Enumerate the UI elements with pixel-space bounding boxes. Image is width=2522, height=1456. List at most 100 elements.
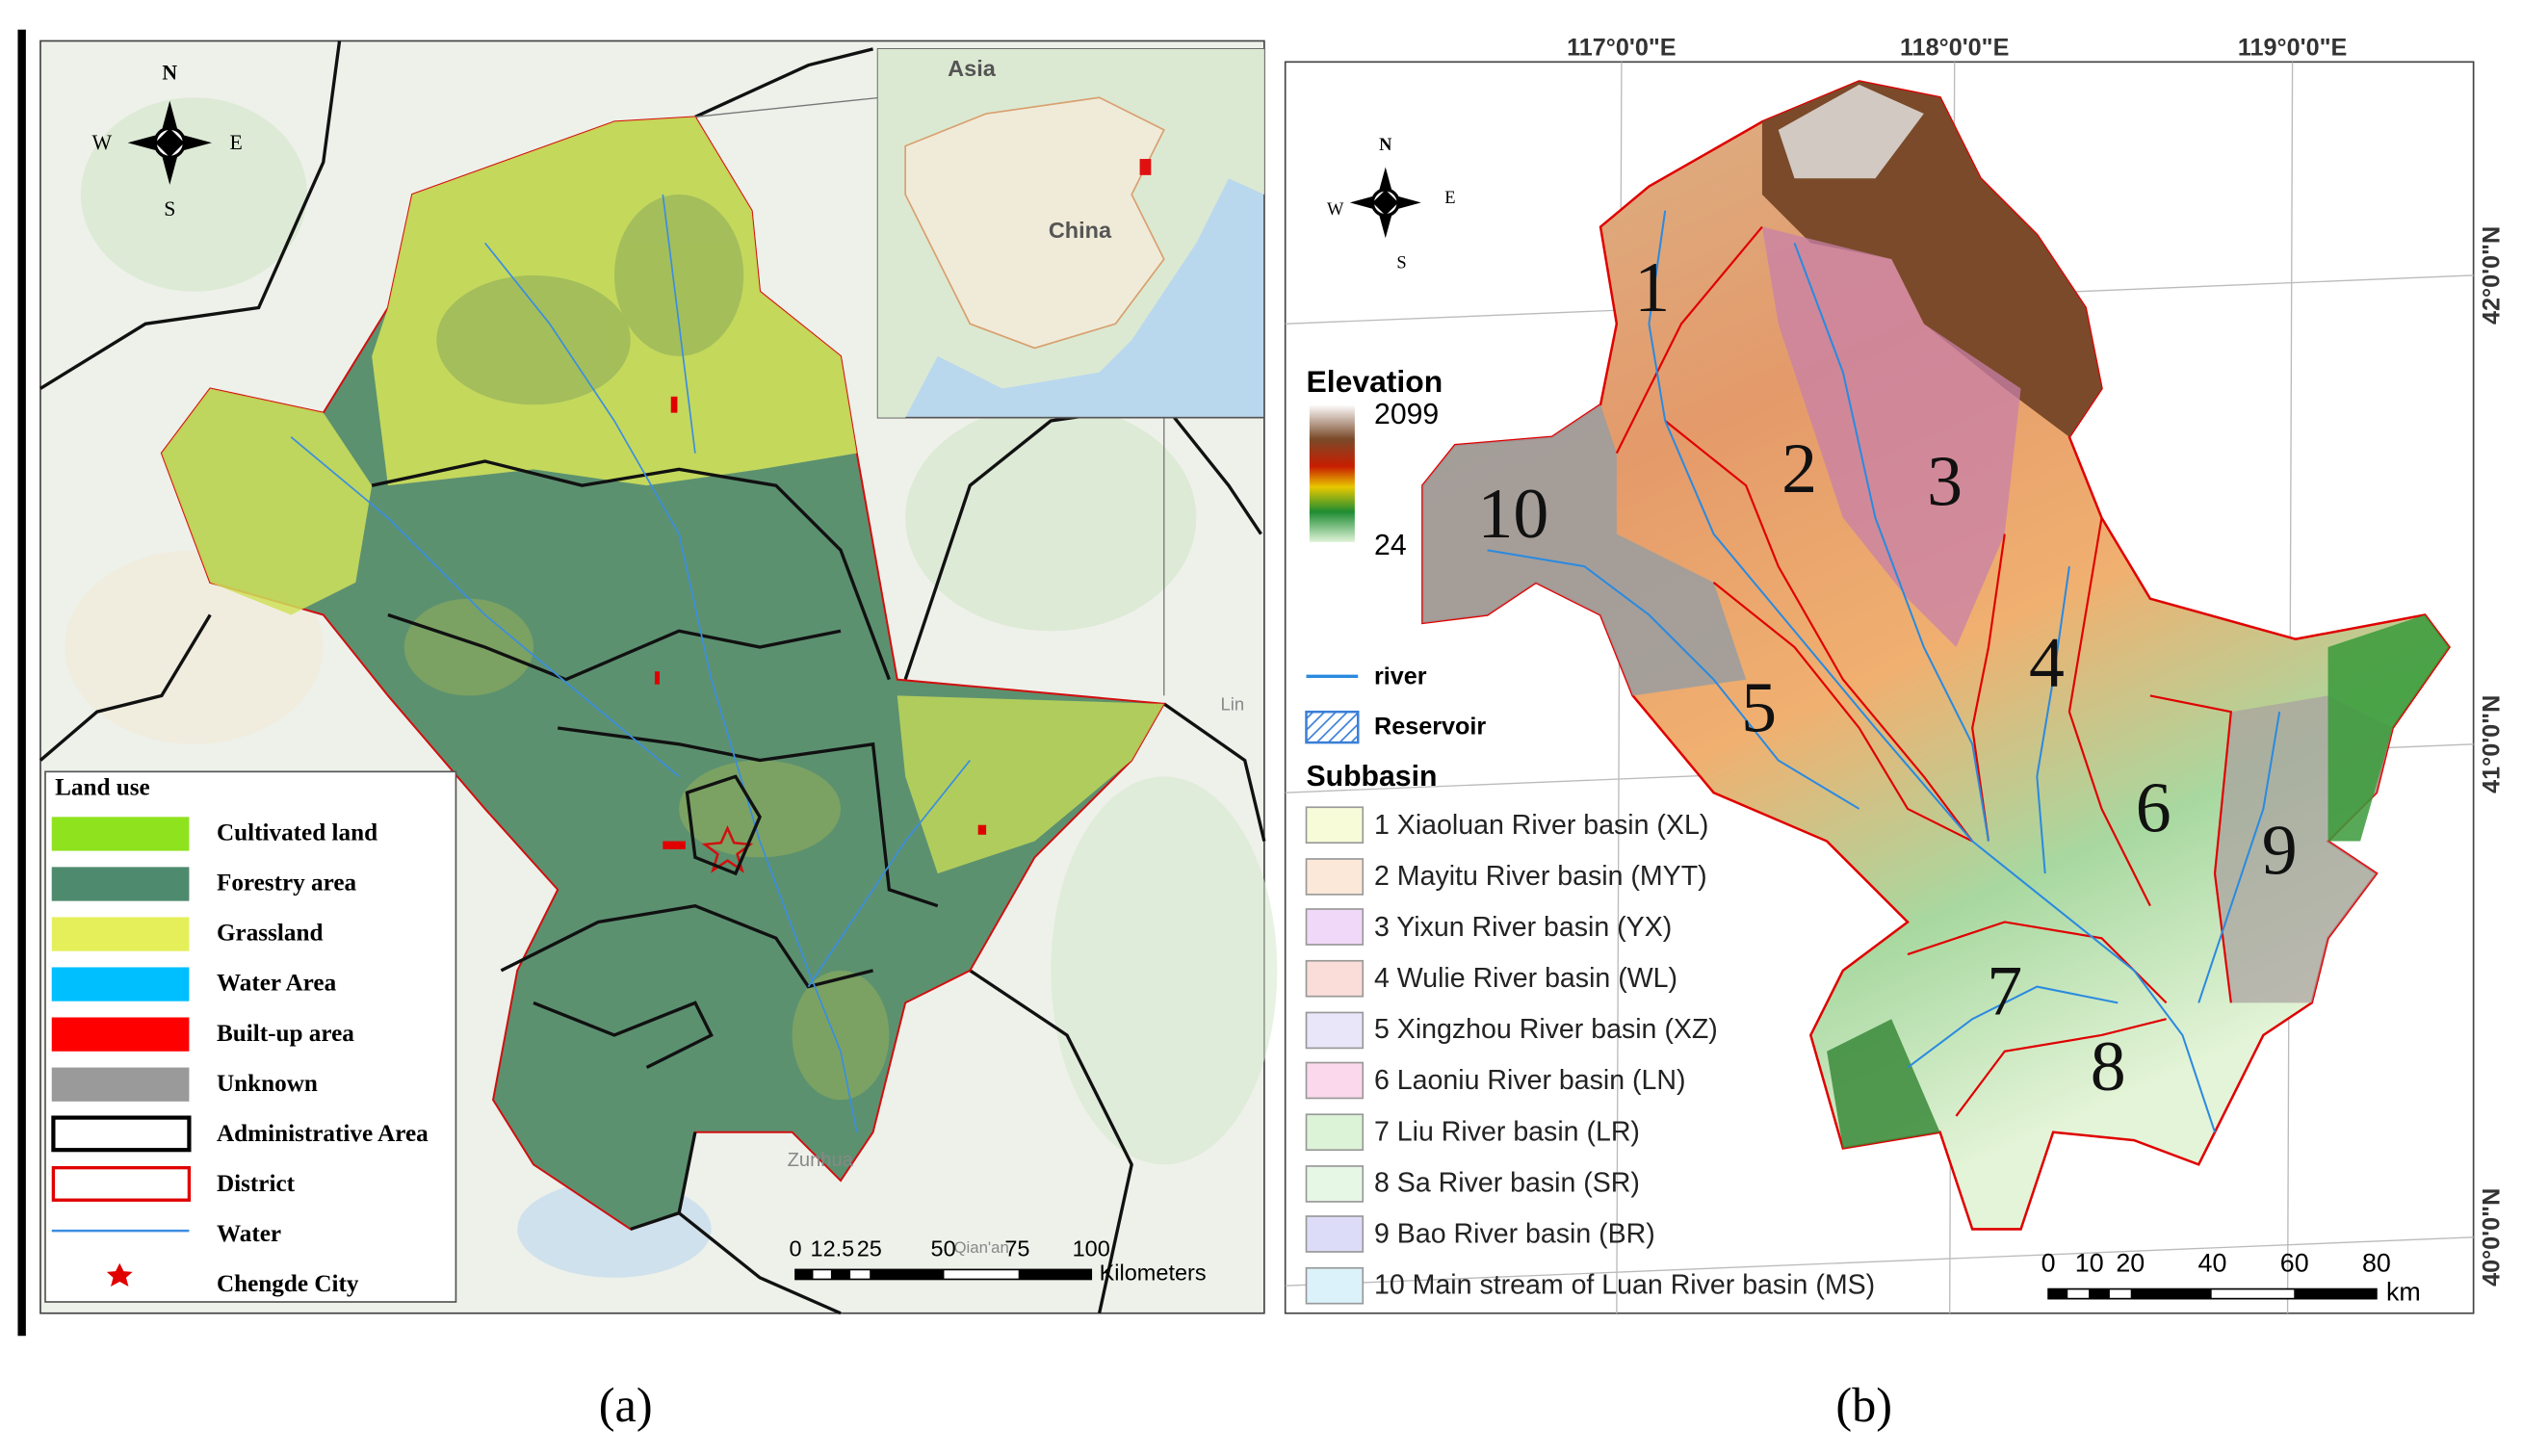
panel-a: Zunhua Qian'an Lin Asia China N S E W — [39, 39, 1278, 1432]
panel-label: (a) — [599, 1378, 653, 1432]
legend-item: Cultivated land — [217, 820, 377, 846]
legend-item: 6 Laoniu River basin (LN) — [1374, 1065, 1686, 1096]
legend-item: 1 Xiaoluan River basin (XL) — [1374, 810, 1708, 841]
basin-numbers: 1 2 3 4 5 6 7 8 9 10 — [1477, 247, 2297, 1105]
green-east — [2327, 614, 2450, 842]
basin-number: 7 — [1987, 950, 2022, 1029]
legend-item: 9 Bao River basin (BR) — [1374, 1218, 1655, 1249]
legend-item: 5 Xingzhou River basin (XZ) — [1374, 1014, 1718, 1045]
basin-10-grey — [1422, 404, 1747, 696]
scale-tick-label: 50 — [931, 1235, 956, 1261]
panel-b: 1 2 3 4 5 6 7 8 9 10 117°0'0"E 118°0'0"E… — [1284, 35, 2505, 1432]
mixed-cover — [403, 194, 890, 1101]
scale-tick-label: 12.5 — [811, 1235, 855, 1261]
compass-n: N — [162, 62, 177, 85]
compass-s: S — [1396, 252, 1406, 272]
panel-label: (b) — [1835, 1378, 1892, 1432]
elevation-max: 2099 — [1374, 399, 1439, 430]
land-use-legend: Land use Cultivated land Forestry area Gra… — [44, 770, 457, 1303]
legend-item: 3 Yixun River basin (YX) — [1374, 912, 1672, 943]
legend-item: Unknown — [217, 1071, 318, 1097]
rivers-b — [1487, 210, 2281, 1133]
grassland-west — [161, 388, 373, 615]
basin-number: 10 — [1477, 474, 1548, 553]
scale-bar — [794, 1268, 1093, 1281]
compass-w: W — [91, 131, 112, 154]
grassland-east — [897, 695, 1164, 874]
coordinate-labels: 117°0'0"E 118°0'0"E 119°0'0"E 42°0'0"N 4… — [1567, 35, 2505, 1287]
basin-number: 2 — [1781, 429, 1817, 507]
reservoir-label: Reservoir — [1374, 714, 1486, 741]
latitude-label: 42°0'0"N — [2478, 226, 2505, 325]
scale-tick-label: 60 — [2280, 1248, 2309, 1277]
scale-unit: Kilometers — [1100, 1261, 1207, 1286]
legend-item: Built-up area — [217, 1021, 354, 1047]
scale-tick-label: 0 — [789, 1235, 801, 1261]
scale-tick-label: 25 — [857, 1235, 882, 1261]
longitude-label: 119°0'0"E — [2238, 35, 2347, 62]
compass-s: S — [164, 197, 175, 221]
subbasin-title: Subbasin — [1307, 761, 1438, 793]
scale-tick-label: 0 — [2041, 1248, 2056, 1277]
place-name: Qian'an — [954, 1238, 1009, 1257]
legend-item: Water — [217, 1221, 281, 1247]
legend-item: Forestry area — [217, 871, 357, 897]
basin-number: 8 — [2091, 1027, 2126, 1105]
green-southwest — [1827, 1019, 1940, 1149]
compass-w: W — [1327, 199, 1344, 219]
basin-number: 1 — [1634, 247, 1670, 326]
river-label: river — [1374, 663, 1427, 690]
edge-bar — [17, 29, 26, 1337]
elevation-min: 24 — [1374, 530, 1407, 561]
inset-label: China — [1049, 218, 1112, 243]
elevation-title: Elevation — [1307, 364, 1443, 399]
place-name: Lin — [1221, 693, 1245, 714]
subbasin-boundaries — [1615, 225, 2232, 1117]
reservoir-symbol — [1305, 710, 1360, 744]
place-name: Zunhua — [788, 1150, 854, 1171]
basin-number: 5 — [1741, 668, 1777, 747]
legend-title: Land use — [55, 775, 150, 801]
scale-bar — [2047, 1287, 2378, 1300]
admin-area-lines — [371, 459, 939, 1232]
basin-number: 9 — [2262, 810, 2298, 889]
compass-n: N — [1379, 135, 1392, 154]
legend-item: Grassland — [217, 921, 324, 947]
inset-label: Asia — [948, 56, 997, 81]
basin-number: 3 — [1927, 441, 1963, 520]
compass-e: E — [229, 131, 242, 154]
compass: N S E W — [91, 62, 242, 221]
basin-number: 4 — [2029, 623, 2065, 702]
legend-item: 2 Mayitu River basin (MYT) — [1374, 861, 1707, 892]
latitude-label: 40°0'0"N — [2478, 1188, 2505, 1287]
scale-tick-label: 80 — [2362, 1248, 2391, 1277]
inset-map: Asia China — [694, 48, 1265, 696]
scale-tick-label: 20 — [2116, 1248, 2145, 1277]
subbasin-legend: 1 Xiaoluan River basin (XL) 2 Mayitu Rive… — [1305, 806, 1875, 1305]
legend-item: District — [217, 1171, 296, 1197]
scale-tick-label: 100 — [1073, 1235, 1110, 1261]
highland-peak — [1778, 84, 1924, 179]
rivers-a — [290, 194, 971, 1132]
scale-unit: km — [2386, 1278, 2421, 1307]
legend-item: 8 Sa River basin (SR) — [1374, 1167, 1640, 1198]
built-up — [654, 396, 987, 849]
scale-tick-label: 75 — [1004, 1235, 1029, 1261]
town-outline — [685, 774, 762, 876]
legend-item: Administrative Area — [217, 1121, 429, 1147]
legend-item: Water Area — [217, 971, 337, 997]
legend-item: 10 Main stream of Luan River basin (MS) — [1374, 1269, 1875, 1300]
legend-item: 4 Wulie River basin (WL) — [1374, 963, 1677, 994]
longitude-label: 117°0'0"E — [1567, 35, 1676, 62]
chengde-star — [701, 824, 754, 873]
scale-tick-label: 40 — [2198, 1248, 2227, 1277]
basin-number: 6 — [2136, 768, 2171, 847]
compass-e: E — [1444, 188, 1455, 207]
elevation-legend: Elevation 2099 24 — [1307, 364, 1443, 561]
scale-tick-label: 10 — [2075, 1248, 2104, 1277]
latitude-label: 41°0'0"N — [2478, 695, 2505, 793]
legend-item: 7 Liu River basin (LR) — [1374, 1116, 1640, 1147]
legend-item: Chengde City — [217, 1271, 359, 1297]
longitude-label: 118°0'0"E — [1900, 35, 2009, 62]
